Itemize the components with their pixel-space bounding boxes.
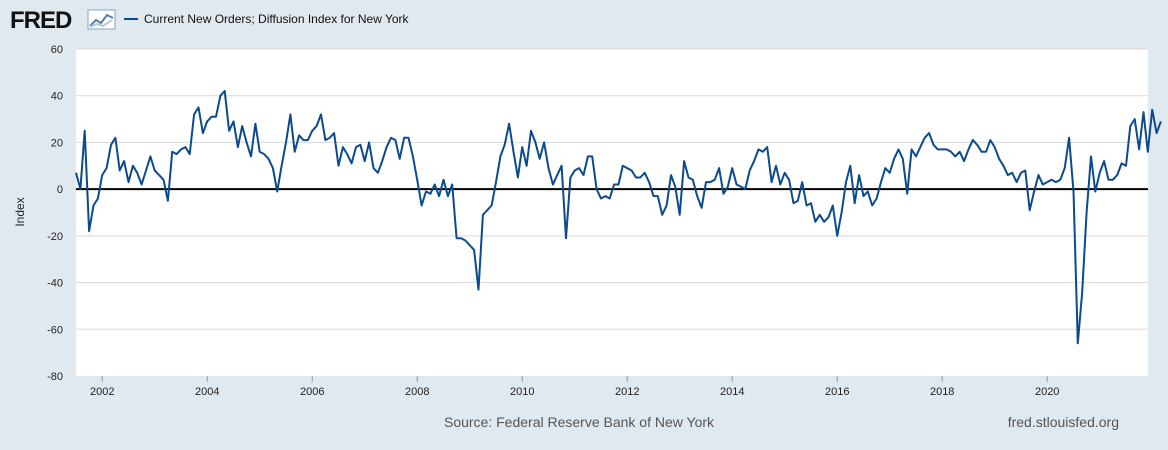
fred-chart-icon xyxy=(87,9,116,30)
logo-text: FRED xyxy=(10,7,72,34)
x-tick-label: 2018 xyxy=(930,386,954,398)
x-axis-ticks: 2002 2004 2006 2008 2010 2012 2014 2016 2018 2020 xyxy=(90,376,1059,398)
x-tick-label: 2014 xyxy=(720,386,744,398)
source-text: Source: Federal Reserve Bank of New York xyxy=(444,414,715,430)
y-axis-label: Index xyxy=(13,197,27,226)
x-tick-label: 2006 xyxy=(300,386,324,398)
y-tick-label: 20 xyxy=(51,137,63,149)
y-tick-label: 40 xyxy=(51,91,63,103)
series-line[interactable] xyxy=(75,90,1162,345)
source-url[interactable]: fred.stlouisfed.org xyxy=(1008,414,1119,430)
x-tick-label: 2012 xyxy=(615,386,639,398)
y-axis-ticks: 60 40 20 0 -20 -40 -60 -80 xyxy=(47,44,63,383)
legend-label: Current New Orders; Diffusion Index for … xyxy=(144,12,410,26)
x-tick-label: 2002 xyxy=(90,386,114,398)
x-tick-label: 2008 xyxy=(405,386,429,398)
y-tick-label: -80 xyxy=(47,371,63,383)
legend[interactable]: Current New Orders; Diffusion Index for … xyxy=(124,12,410,26)
x-tick-label: 2016 xyxy=(825,386,849,398)
x-tick-label: 2004 xyxy=(195,386,219,398)
y-tick-label: 60 xyxy=(51,44,63,56)
y-tick-label: -60 xyxy=(47,324,63,336)
fred-logo[interactable]: FRED xyxy=(10,7,116,34)
x-tick-label: 2020 xyxy=(1035,386,1059,398)
y-tick-label: -20 xyxy=(47,231,63,243)
y-tick-label: 0 xyxy=(57,184,63,196)
y-tick-label: -40 xyxy=(47,278,63,290)
plot-area xyxy=(76,49,1148,376)
gridlines xyxy=(76,48,1148,330)
x-tick-label: 2010 xyxy=(510,386,534,398)
